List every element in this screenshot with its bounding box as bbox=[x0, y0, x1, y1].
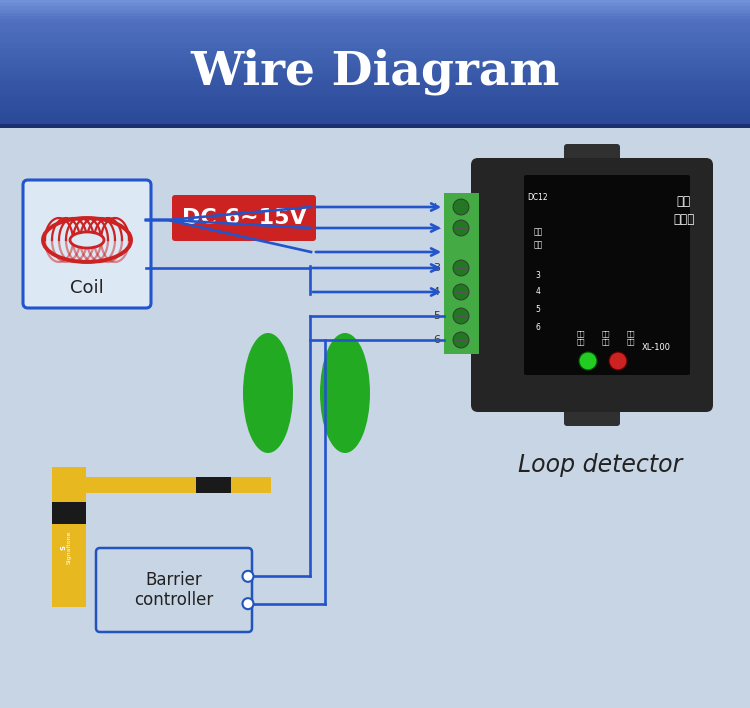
Circle shape bbox=[453, 284, 469, 300]
Bar bbox=[0, 122, 750, 125]
FancyBboxPatch shape bbox=[471, 158, 713, 412]
Text: Barrier
controller: Barrier controller bbox=[134, 571, 214, 610]
Text: XL-100: XL-100 bbox=[641, 343, 670, 353]
Text: 4: 4 bbox=[433, 287, 440, 297]
Text: 3: 3 bbox=[433, 263, 440, 273]
Bar bbox=[0, 0, 750, 4]
Text: 电源
指示: 电源 指示 bbox=[627, 331, 635, 346]
Bar bbox=[0, 6, 750, 10]
Text: 5: 5 bbox=[536, 304, 541, 314]
Text: +: + bbox=[430, 202, 440, 212]
Text: 3: 3 bbox=[536, 270, 541, 280]
Text: Loop detector: Loop detector bbox=[518, 453, 682, 477]
Bar bbox=[0, 67, 750, 71]
Bar bbox=[0, 23, 750, 26]
Bar bbox=[0, 93, 750, 96]
Text: Coil: Coil bbox=[70, 279, 104, 297]
Text: 6: 6 bbox=[433, 335, 440, 345]
Circle shape bbox=[453, 260, 469, 276]
Bar bbox=[0, 103, 750, 106]
Bar bbox=[0, 10, 750, 13]
Circle shape bbox=[242, 571, 254, 582]
Bar bbox=[52, 467, 86, 607]
Bar bbox=[0, 99, 750, 103]
Text: 感应
继电: 感应 继电 bbox=[602, 331, 610, 346]
Bar bbox=[0, 61, 750, 64]
Circle shape bbox=[609, 352, 627, 370]
FancyBboxPatch shape bbox=[96, 548, 252, 632]
Bar bbox=[0, 74, 750, 77]
Bar bbox=[0, 48, 750, 52]
Text: 感应
指示: 感应 指示 bbox=[577, 331, 585, 346]
Bar bbox=[0, 29, 750, 33]
Bar bbox=[0, 55, 750, 58]
Bar bbox=[52, 502, 86, 524]
Bar bbox=[0, 38, 750, 42]
Text: S: S bbox=[61, 544, 67, 549]
Bar bbox=[0, 125, 750, 128]
Ellipse shape bbox=[243, 333, 293, 453]
Bar bbox=[0, 42, 750, 45]
Bar bbox=[0, 128, 750, 708]
Text: Signaltone: Signaltone bbox=[67, 530, 71, 564]
FancyBboxPatch shape bbox=[23, 180, 151, 308]
Circle shape bbox=[242, 598, 254, 609]
FancyBboxPatch shape bbox=[524, 175, 690, 375]
FancyBboxPatch shape bbox=[564, 144, 620, 172]
Bar bbox=[196, 477, 231, 493]
Bar bbox=[0, 45, 750, 49]
Bar bbox=[0, 76, 750, 81]
Circle shape bbox=[453, 308, 469, 324]
Bar bbox=[0, 32, 750, 35]
Bar bbox=[0, 13, 750, 16]
Text: 5: 5 bbox=[433, 311, 440, 321]
Text: DC 6~15V: DC 6~15V bbox=[182, 208, 306, 228]
Bar bbox=[0, 115, 750, 119]
Circle shape bbox=[579, 352, 597, 370]
Bar bbox=[0, 112, 750, 115]
Text: 4: 4 bbox=[536, 287, 541, 297]
Bar bbox=[86, 477, 271, 493]
Bar bbox=[0, 96, 750, 100]
Bar bbox=[0, 70, 750, 74]
Bar bbox=[0, 35, 750, 39]
Text: -: - bbox=[436, 223, 440, 233]
Circle shape bbox=[453, 332, 469, 348]
Bar bbox=[0, 57, 750, 62]
Text: 6: 6 bbox=[536, 323, 541, 331]
Bar bbox=[0, 124, 750, 128]
Bar bbox=[0, 64, 750, 68]
Bar bbox=[0, 4, 750, 7]
Ellipse shape bbox=[320, 333, 370, 453]
Bar bbox=[0, 80, 750, 84]
Text: DC12: DC12 bbox=[528, 193, 548, 202]
Bar bbox=[0, 118, 750, 122]
Circle shape bbox=[453, 220, 469, 236]
Ellipse shape bbox=[70, 232, 104, 248]
Text: 输出: 输出 bbox=[533, 241, 542, 249]
Bar bbox=[0, 86, 750, 90]
Bar bbox=[0, 25, 750, 29]
Bar bbox=[0, 16, 750, 20]
Text: 车辆
检测器: 车辆 检测器 bbox=[674, 195, 694, 226]
Text: 感应: 感应 bbox=[533, 227, 542, 236]
Bar bbox=[0, 19, 750, 23]
FancyBboxPatch shape bbox=[172, 195, 316, 241]
FancyBboxPatch shape bbox=[564, 398, 620, 426]
Bar bbox=[0, 109, 750, 113]
Text: Wire Diagram: Wire Diagram bbox=[190, 48, 560, 95]
Bar bbox=[0, 51, 750, 55]
Circle shape bbox=[453, 199, 469, 215]
Bar bbox=[0, 90, 750, 93]
Bar bbox=[444, 193, 479, 354]
Bar bbox=[0, 84, 750, 87]
Bar bbox=[0, 105, 750, 109]
